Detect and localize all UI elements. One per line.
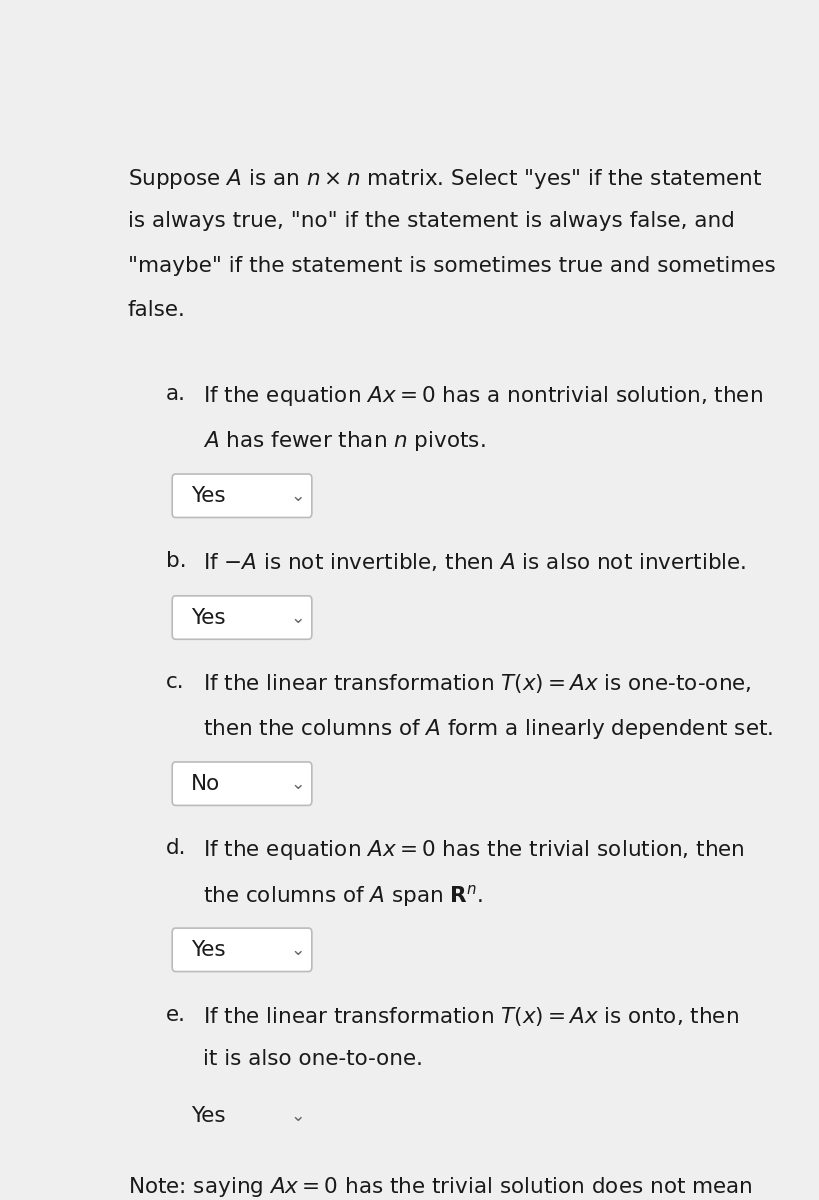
Text: Yes: Yes — [192, 1106, 226, 1126]
Text: ⌄: ⌄ — [291, 775, 305, 793]
Text: e.: e. — [165, 1004, 186, 1025]
FancyBboxPatch shape — [172, 1094, 312, 1138]
Text: false.: false. — [128, 300, 186, 320]
Text: $\mathit{A}$ has fewer than $n$ pivots.: $\mathit{A}$ has fewer than $n$ pivots. — [202, 428, 485, 452]
Text: If the equation $\mathit{Ax} = 0$ has a nontrivial solution, then: If the equation $\mathit{Ax} = 0$ has a … — [202, 384, 762, 408]
Text: Yes: Yes — [192, 607, 226, 628]
Text: is always true, "no" if the statement is always false, and: is always true, "no" if the statement is… — [128, 211, 735, 232]
Text: ⌄: ⌄ — [291, 487, 305, 505]
Text: c.: c. — [165, 672, 184, 692]
Text: ⌄: ⌄ — [291, 941, 305, 959]
Text: Yes: Yes — [192, 940, 226, 960]
Text: then the columns of $\mathit{A}$ form a linearly dependent set.: then the columns of $\mathit{A}$ form a … — [202, 716, 773, 740]
Text: If the equation $\mathit{Ax} = 0$ has the trivial solution, then: If the equation $\mathit{Ax} = 0$ has th… — [202, 839, 744, 863]
Text: b.: b. — [165, 551, 187, 570]
Text: If the linear transformation $T(x) = \mathit{Ax}$ is one-to-one,: If the linear transformation $T(x) = \ma… — [202, 672, 751, 695]
Text: No: No — [192, 774, 220, 793]
Text: Note: saying $\mathit{Ax} = 0$ has the trivial solution does not mean: Note: saying $\mathit{Ax} = 0$ has the t… — [128, 1175, 753, 1199]
Text: a.: a. — [165, 384, 186, 404]
FancyBboxPatch shape — [172, 928, 312, 972]
Text: it is also one-to-one.: it is also one-to-one. — [202, 1049, 423, 1069]
FancyBboxPatch shape — [172, 762, 312, 805]
Text: ⌄: ⌄ — [291, 1106, 305, 1124]
Text: ⌄: ⌄ — [291, 608, 305, 626]
Text: Suppose $\mathit{A}$ is an $n \times n$ matrix. Select "yes" if the statement: Suppose $\mathit{A}$ is an $n \times n$ … — [128, 167, 762, 191]
Text: If the linear transformation $T(x) = \mathit{Ax}$ is onto, then: If the linear transformation $T(x) = \ma… — [202, 1004, 739, 1027]
Text: Yes: Yes — [192, 486, 226, 505]
FancyBboxPatch shape — [172, 474, 312, 517]
Text: If $-\mathit{A}$ is not invertible, then $\mathit{A}$ is also not invertible.: If $-\mathit{A}$ is not invertible, then… — [202, 551, 746, 572]
Text: d.: d. — [165, 839, 187, 858]
FancyBboxPatch shape — [172, 596, 312, 640]
Text: the columns of $\mathit{A}$ span $\mathbf{R}^n$.: the columns of $\mathit{A}$ span $\mathb… — [202, 883, 483, 908]
Text: "maybe" if the statement is sometimes true and sometimes: "maybe" if the statement is sometimes tr… — [128, 256, 776, 276]
